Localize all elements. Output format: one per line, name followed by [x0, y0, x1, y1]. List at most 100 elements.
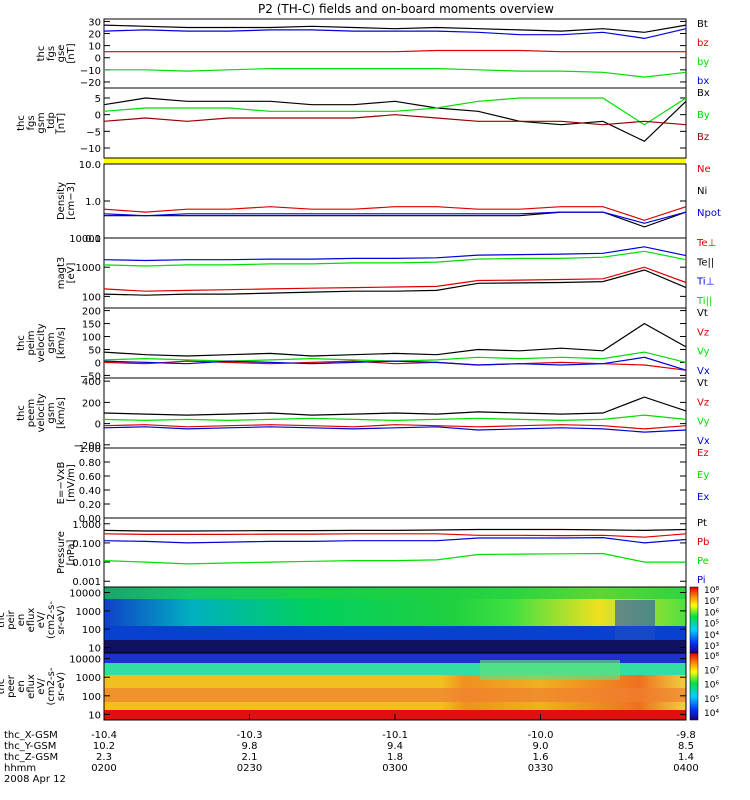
x-tick-label: 0230: [237, 763, 262, 774]
legend-label: Ex: [697, 492, 709, 503]
y-tick-label: 1.000: [72, 520, 101, 531]
x-tick-label: 2.1: [242, 752, 258, 763]
y-tick-label: 0: [95, 358, 101, 369]
series-line-Vt: [103, 322, 687, 357]
series-line-Pt: [103, 528, 687, 532]
colorbar-label: 10⁶: [704, 608, 719, 618]
plot-title: P2 (TH-C) fields and on-board moments ov…: [258, 2, 554, 16]
colorbar-label: 10⁸: [704, 652, 719, 662]
y-label-line: velocity: [36, 393, 47, 432]
y-tick-label: 1.00: [79, 444, 101, 455]
x-row-label: thc_X-GSM: [4, 730, 58, 741]
x-tick-label: 9.4: [387, 741, 403, 752]
legend-label: Vz: [697, 397, 709, 408]
legend-label: bz: [697, 38, 709, 49]
legend-label: Te||: [696, 257, 714, 268]
series-line-Pb: [103, 533, 687, 538]
series-line-Pe: [103, 552, 686, 565]
y-label-line: gsm: [46, 332, 57, 353]
colorbar: [689, 652, 699, 721]
y-axis-label: Density [cm−3]: [56, 182, 77, 220]
colorbar-label: 10³: [704, 642, 719, 652]
series-line-Vt: [103, 396, 687, 416]
series-line-Ti||: [103, 250, 687, 267]
y-tick-label: 30: [88, 17, 101, 28]
y-label-line: gse: [56, 45, 67, 63]
series-line-By: [103, 97, 687, 126]
y-axis-label: magt3 [eV]: [56, 257, 77, 290]
x-tick-label: -9.8: [676, 730, 696, 741]
y-label-line: eflux: [26, 608, 37, 633]
legend-label: Ti⊥: [696, 277, 714, 288]
panel-frame: [103, 87, 687, 159]
y-tick-label: 0.100: [72, 539, 101, 550]
x-tick-label: 0300: [382, 763, 407, 774]
y-label-line: [nT]: [56, 113, 67, 133]
y-label-line: velocity: [36, 323, 47, 362]
y-tick-label: 200: [82, 398, 101, 409]
y-axis-label: Pressure [nPa]: [56, 531, 77, 574]
legend-label: Pb: [697, 537, 709, 548]
series-line-bx: [103, 28, 687, 40]
y-label-line: [km/s]: [56, 327, 67, 359]
y-label-line: peir: [6, 609, 17, 629]
colorbar-label: 10⁷: [704, 597, 719, 607]
series-line-Vz: [103, 424, 687, 430]
legend-label: Vx: [697, 366, 710, 377]
y-tick-label: 0.010: [72, 558, 101, 569]
y-tick-label: 20: [88, 30, 101, 41]
series-line-Ne: [103, 206, 687, 221]
y-tick-label: 0.60: [79, 472, 101, 483]
y-tick-label: 10000: [69, 589, 101, 600]
y-label-line: (cm2-s-: [46, 601, 57, 639]
y-label-line: eV/: [36, 611, 47, 628]
legend-label: Vz: [697, 327, 709, 338]
x-tick-label: -10.0: [528, 730, 554, 741]
x-tick-label: 9.8: [242, 741, 258, 752]
y-tick-label: 0.001: [72, 577, 101, 588]
x-row-label: thc_Z-GSM: [4, 752, 58, 763]
y-label-line: gsm: [36, 112, 47, 133]
y-tick-label: 0.20: [79, 500, 101, 511]
y-tick-label: 0.80: [79, 458, 101, 469]
y-label-line: Density: [56, 182, 67, 220]
series-line-Vz: [103, 360, 687, 371]
y-label-line: thc: [36, 46, 47, 62]
y-label-line: (cm2-s-: [46, 667, 57, 705]
x-row-label: thc_Y-GSM: [4, 741, 56, 752]
legend-label: Ne: [697, 164, 711, 175]
y-label-line: E=−VxB: [56, 462, 67, 505]
panel-8: 1.000 0.100 0.010 0.001 Pressure [nPa] Pt Pb Pe P…: [56, 517, 709, 588]
y-label-line: Pressure: [56, 531, 67, 574]
colorbar-label: 10⁵: [704, 620, 719, 630]
legend-label: Vy: [697, 417, 710, 428]
density-gap-bar: [104, 158, 686, 164]
y-tick-label: 100: [82, 625, 101, 636]
y-label-line: thc: [0, 612, 7, 628]
y-axis-label: thc fgs gse [nT]: [36, 43, 77, 63]
legend-label: Vx: [697, 436, 710, 447]
y-tick-label: −50: [80, 371, 101, 382]
panel-2: 5 0 −5 −10 thc fgs gsm _tdp [nT] Bx By Bz: [16, 87, 710, 159]
colorbar-label: 10⁵: [704, 695, 719, 705]
y-label-line: thc: [16, 335, 27, 351]
y-label-line: peer: [6, 674, 17, 698]
y-tick-label: 100: [82, 692, 101, 703]
x-tick-label: -10.1: [382, 730, 408, 741]
colorbar-label: 10⁶: [704, 681, 719, 691]
legend-label: Vt: [697, 308, 708, 319]
series-line-Te⊥: [103, 266, 687, 292]
series-line-Bx: [103, 97, 687, 143]
y-tick-label: 0.40: [79, 486, 101, 497]
series-line-Vx: [103, 356, 687, 371]
series-line-Vy: [103, 414, 687, 422]
legend-label: by: [697, 57, 709, 68]
y-tick-label: 0: [95, 420, 101, 431]
y-tick-label: −10: [80, 144, 101, 155]
panel-6: 400 200 0 −200 thc peem velocity gsm [km/s] Vt Vz V…: [16, 377, 710, 452]
colorbar: [689, 586, 699, 654]
x-tick-label: 1.4: [678, 752, 694, 763]
y-label-line: [eV]: [66, 263, 77, 284]
y-label-line: fgs: [26, 115, 37, 130]
x-tick-label: -10.3: [237, 730, 263, 741]
